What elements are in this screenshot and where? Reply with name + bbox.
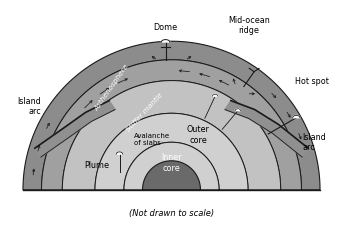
Polygon shape [95, 113, 248, 190]
Polygon shape [23, 41, 320, 190]
Text: Plume: Plume [85, 161, 110, 170]
Text: Outer
core: Outer core [187, 125, 210, 145]
Polygon shape [35, 101, 115, 157]
Polygon shape [116, 152, 123, 154]
Polygon shape [235, 109, 240, 111]
Polygon shape [225, 101, 308, 157]
Polygon shape [143, 161, 200, 190]
Text: Mid-ocean
ridge: Mid-ocean ridge [228, 16, 270, 35]
Text: Avalanche
of slabs: Avalanche of slabs [134, 133, 170, 146]
Text: Asthenosphere: Asthenosphere [94, 63, 130, 112]
Text: Island
arc: Island arc [302, 133, 326, 152]
Text: Dome: Dome [154, 23, 178, 32]
Text: Stiffer mantle: Stiffer mantle [126, 92, 164, 133]
Polygon shape [42, 60, 301, 190]
Polygon shape [124, 142, 219, 190]
Polygon shape [212, 94, 218, 96]
Text: Inner
core: Inner core [161, 153, 182, 173]
Text: (Not drawn to scale): (Not drawn to scale) [129, 209, 214, 218]
Text: Island
arc: Island arc [17, 97, 41, 116]
Text: Hot spot: Hot spot [295, 77, 329, 86]
Polygon shape [162, 40, 170, 42]
Polygon shape [293, 115, 300, 118]
Polygon shape [62, 81, 281, 190]
